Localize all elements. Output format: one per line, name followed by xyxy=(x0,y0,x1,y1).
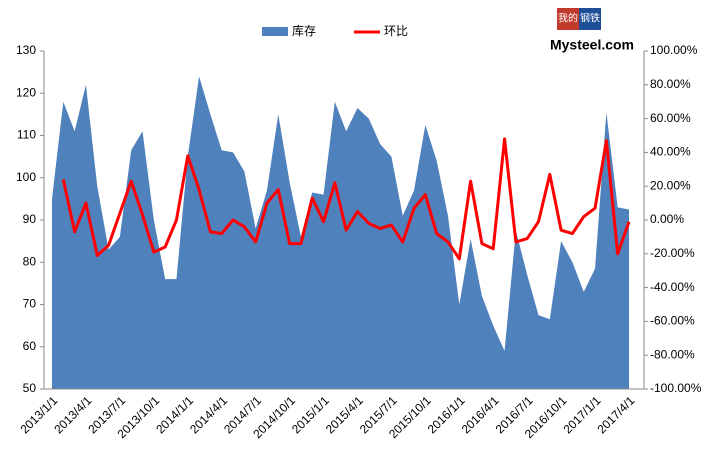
x-tick-label: 2017/4/1 xyxy=(594,393,637,436)
y-tick-label: 130 xyxy=(16,43,36,57)
y2-tick-label: -40.00% xyxy=(650,280,695,294)
y2-tick-label: 20.00% xyxy=(650,178,691,192)
area xyxy=(52,76,629,389)
line xyxy=(61,137,631,261)
y-tick-label: 60 xyxy=(23,339,37,353)
y-tick-label: 70 xyxy=(23,297,37,311)
y2-tick-label: 0.00% xyxy=(650,212,684,226)
logo-text: 钢铁 xyxy=(580,12,600,25)
legend-swatch xyxy=(262,27,288,36)
y-tick-label: 110 xyxy=(17,128,36,142)
logo-text: 我的 xyxy=(558,12,578,25)
y-tick-label: 90 xyxy=(23,212,37,226)
y2-tick-label: -20.00% xyxy=(650,246,695,260)
y2-tick-label: 100.00% xyxy=(650,43,698,57)
y2-tick-label: -100.00% xyxy=(650,381,702,395)
logo-brand: Mysteel.com xyxy=(550,37,634,53)
y-tick-label: 100 xyxy=(16,170,36,184)
y-tick-label: 120 xyxy=(16,85,36,99)
legend-label: 库存 xyxy=(292,23,316,38)
y-tick-label: 80 xyxy=(23,254,37,268)
y2-tick-label: 40.00% xyxy=(650,145,691,159)
y2-tick-label: -60.00% xyxy=(650,314,695,328)
legend-label: 环比 xyxy=(384,24,408,38)
logo-box xyxy=(579,8,601,30)
y-tick-label: 50 xyxy=(23,381,37,395)
logo-box xyxy=(557,8,579,30)
y2-tick-label: -80.00% xyxy=(650,347,695,361)
y2-tick-label: 60.00% xyxy=(650,111,691,125)
y2-tick-label: 80.00% xyxy=(650,77,691,91)
